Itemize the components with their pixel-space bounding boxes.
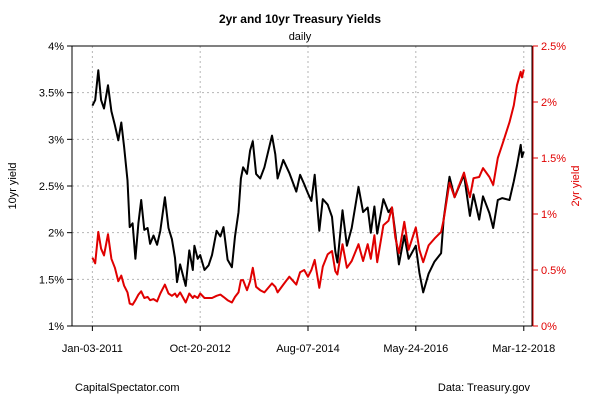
x-tick-label: Oct-20-2012 <box>170 343 231 355</box>
x-tick-label: May-24-2016 <box>383 343 448 355</box>
right-tick-label: 0.5% <box>541 265 566 277</box>
right-tick-label: 2.5% <box>541 41 566 53</box>
right-axis: 0% 0.5% 1% 1.5% 2% 2.5% <box>532 41 566 333</box>
left-tick-label: 3.5% <box>39 88 64 100</box>
right-tick-label: 0% <box>541 321 557 333</box>
source-credit-left: CapitalSpectator.com <box>75 382 180 394</box>
left-tick-label: 3% <box>48 134 64 146</box>
x-axis: Jan-03-2011 Oct-20-2012 Aug-07-2014 May-24-… <box>62 326 555 355</box>
right-axis-label: 2yr yield <box>570 166 582 207</box>
x-tick-label: Aug-07-2014 <box>276 343 340 355</box>
left-axis-label: 10yr yield <box>7 162 19 209</box>
right-tick-label: 1% <box>541 209 557 221</box>
x-tick-label: Jan-03-2011 <box>62 343 123 355</box>
left-tick-label: 2% <box>48 228 64 240</box>
grid-layer <box>72 45 532 327</box>
chart-subtitle: daily <box>289 31 312 43</box>
source-credit-right: Data: Treasury.gov <box>438 382 531 394</box>
left-tick-label: 1.5% <box>39 274 64 286</box>
series-line-10yr-yield <box>91 69 525 294</box>
right-tick-label: 1.5% <box>541 153 566 165</box>
right-tick-label: 2% <box>541 97 557 109</box>
series-line-2yr-yield <box>91 69 525 306</box>
chart-title: 2yr and 10yr Treasury Yields <box>219 12 381 26</box>
left-axis: 1% 1.5% 2% 2.5% 3% 3.5% 4% <box>39 41 72 333</box>
left-tick-label: 1% <box>48 321 64 333</box>
left-tick-label: 2.5% <box>39 181 64 193</box>
x-tick-label: Mar-12-2018 <box>492 343 555 355</box>
series-layer <box>91 69 525 306</box>
left-tick-label: 4% <box>48 41 64 53</box>
